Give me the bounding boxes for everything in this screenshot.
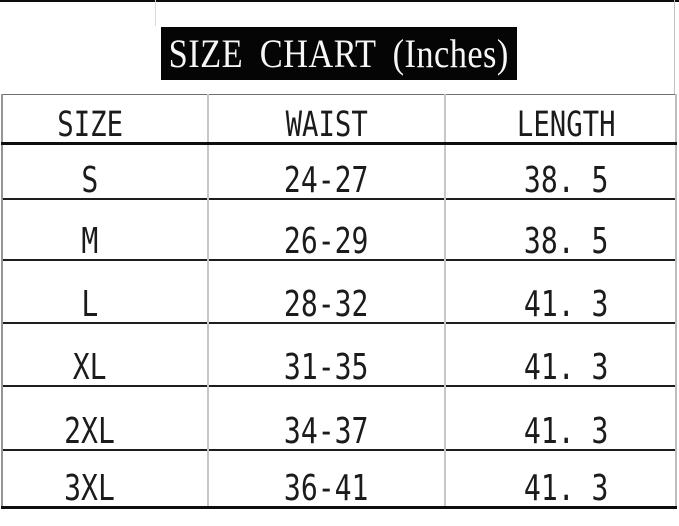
- column-header-waist: WAIST: [207, 94, 445, 145]
- size-cell: 3XL: [1, 449, 208, 509]
- size-value: 2XL: [64, 410, 116, 452]
- length-value: 41. 3: [524, 283, 609, 325]
- waist-cell: 34-37: [207, 385, 445, 452]
- table-row-s: S 24-27 38. 5: [1, 143, 677, 201]
- table-row-2xl: 2XL 34-37 41. 3: [1, 385, 677, 452]
- waist-cell: 31-35: [207, 322, 445, 388]
- top-edge-line: [0, 0, 679, 2]
- length-cell: 38. 5: [444, 143, 677, 201]
- length-value: 41. 3: [524, 468, 609, 509]
- waist-cell: 28-32: [207, 259, 445, 325]
- table-row-m: M 26-29 38. 5: [1, 198, 677, 262]
- size-cell: S: [1, 143, 208, 201]
- length-cell: 41. 3: [444, 385, 677, 452]
- waist-cell: 26-29: [207, 198, 445, 262]
- size-value: L: [81, 283, 99, 325]
- waist-value: 28-32: [284, 283, 369, 325]
- page-title: SIZE CHART (Inches): [168, 30, 510, 76]
- header-row: SIZE WAIST LENGTH: [1, 94, 677, 145]
- size-value: XL: [73, 346, 107, 388]
- length-value: 38. 5: [524, 220, 609, 262]
- length-value: 38. 5: [524, 159, 609, 201]
- table-row-xl: XL 31-35 41. 3: [1, 322, 677, 388]
- table-row-3xl: 3XL 36-41 41. 3: [1, 449, 677, 509]
- length-value: 41. 3: [524, 410, 609, 452]
- size-value: 3XL: [64, 468, 116, 509]
- size-chart-table: SIZE WAIST LENGTH S 24-27 38. 5 M 26-29 …: [1, 94, 677, 509]
- column-header-length-label: LENGTH: [517, 105, 616, 145]
- size-cell: M: [1, 198, 208, 262]
- waist-value: 26-29: [284, 220, 369, 262]
- waist-value: 36-41: [284, 468, 369, 509]
- size-cell: L: [1, 259, 208, 325]
- size-value: M: [81, 220, 99, 262]
- length-value: 41. 3: [524, 346, 609, 388]
- table-row-l: L 28-32 41. 3: [1, 259, 677, 325]
- column-header-size: SIZE: [1, 94, 208, 145]
- faint-grid-line-left: [155, 0, 156, 26]
- length-cell: 41. 3: [444, 322, 677, 388]
- waist-value: 31-35: [284, 346, 369, 388]
- column-header-length: LENGTH: [444, 94, 677, 145]
- length-cell: 41. 3: [444, 259, 677, 325]
- length-cell: 38. 5: [444, 198, 677, 262]
- column-header-size-label: SIZE: [57, 105, 123, 145]
- column-header-waist-label: WAIST: [285, 105, 368, 145]
- title-banner: SIZE CHART (Inches): [161, 27, 517, 80]
- length-cell: 41. 3: [444, 449, 677, 509]
- waist-cell: 24-27: [207, 143, 445, 201]
- waist-cell: 36-41: [207, 449, 445, 509]
- faint-grid-line-right: [674, 0, 675, 94]
- size-cell: XL: [1, 322, 208, 388]
- size-cell: 2XL: [1, 385, 208, 452]
- size-value: S: [81, 159, 99, 201]
- waist-value: 24-27: [284, 159, 369, 201]
- waist-value: 34-37: [284, 410, 369, 452]
